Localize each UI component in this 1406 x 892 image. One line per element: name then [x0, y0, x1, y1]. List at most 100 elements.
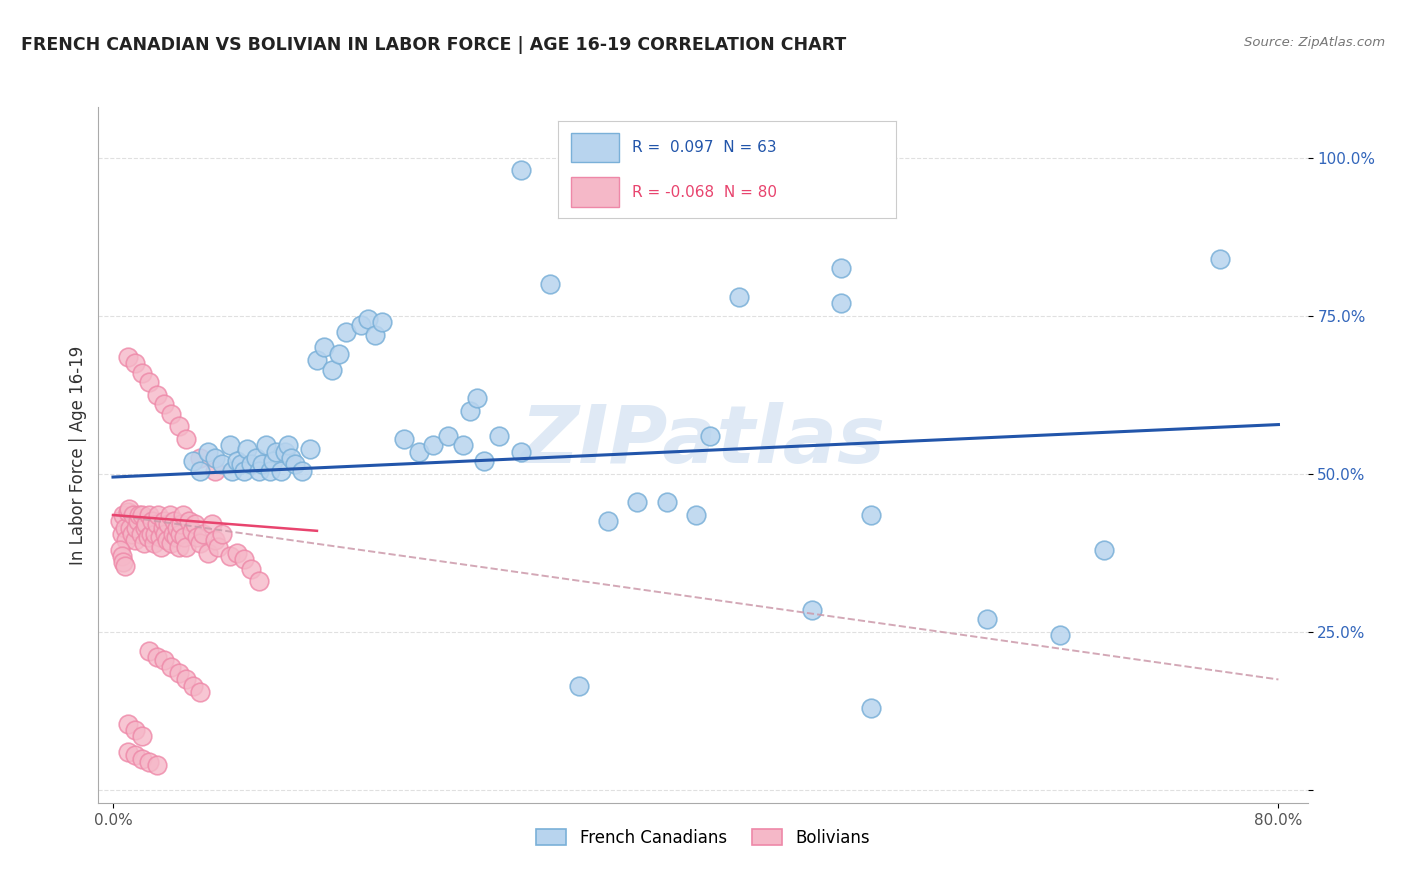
Point — [112, 556, 135, 570]
Point — [314, 340, 336, 354]
Point — [277, 438, 299, 452]
Point — [167, 419, 190, 434]
Text: FRENCH CANADIAN VS BOLIVIAN IN LABOR FORCE | AGE 16-19 CORRELATION CHART: FRENCH CANADIAN VS BOLIVIAN IN LABOR FOR… — [21, 36, 846, 54]
Point — [156, 533, 179, 548]
Point — [190, 464, 212, 478]
Point — [112, 508, 135, 522]
Point — [160, 536, 183, 550]
Point — [371, 315, 394, 329]
Point — [240, 562, 263, 576]
Point — [254, 438, 277, 452]
Point — [177, 514, 200, 528]
Point — [155, 527, 177, 541]
Text: ZIPatlas: ZIPatlas — [520, 402, 886, 480]
Point — [165, 530, 187, 544]
Point — [350, 318, 373, 333]
Point — [121, 527, 143, 541]
Point — [394, 432, 416, 446]
Point — [186, 530, 208, 544]
Point — [152, 521, 174, 535]
Point — [111, 549, 134, 563]
Point — [117, 505, 139, 519]
Point — [159, 508, 181, 522]
Point — [190, 536, 212, 550]
Point — [142, 536, 165, 550]
Point — [451, 438, 474, 452]
Point — [180, 524, 202, 538]
Point — [125, 521, 148, 535]
Point — [270, 464, 292, 478]
Y-axis label: In Labor Force | Age 16-19: In Labor Force | Age 16-19 — [69, 345, 87, 565]
Point — [160, 407, 183, 421]
Point — [240, 458, 263, 472]
Point — [122, 508, 145, 522]
Point — [728, 290, 751, 304]
Point — [167, 666, 190, 681]
Point — [236, 442, 259, 456]
Point — [114, 521, 136, 535]
Point — [305, 353, 328, 368]
Point — [136, 530, 159, 544]
Point — [259, 464, 281, 478]
Point — [117, 350, 139, 364]
Point — [170, 517, 193, 532]
Point — [132, 536, 155, 550]
Point — [699, 429, 721, 443]
Point — [190, 451, 212, 466]
Point — [131, 751, 153, 765]
Point — [262, 454, 284, 468]
Point — [274, 444, 297, 458]
Point — [225, 546, 247, 560]
Point — [110, 542, 132, 557]
Point — [291, 464, 314, 478]
Point — [157, 517, 180, 532]
Point — [211, 458, 233, 472]
Point — [465, 391, 488, 405]
Point — [1092, 542, 1115, 557]
Point — [114, 558, 136, 573]
Point — [335, 325, 357, 339]
Point — [145, 517, 167, 532]
Point — [183, 517, 205, 532]
Point — [247, 464, 270, 478]
Point — [231, 458, 253, 472]
Point — [138, 508, 160, 522]
Point — [117, 716, 139, 731]
Point — [197, 546, 219, 560]
Point — [250, 458, 273, 472]
Point — [149, 530, 172, 544]
Point — [1049, 628, 1071, 642]
Point — [174, 540, 197, 554]
Point — [509, 444, 531, 458]
Point — [201, 517, 224, 532]
Point — [153, 653, 176, 667]
Point — [321, 362, 343, 376]
Point — [174, 673, 197, 687]
Point — [145, 650, 167, 665]
Point — [135, 517, 157, 532]
Point — [422, 438, 444, 452]
Point — [357, 312, 380, 326]
Point — [139, 527, 162, 541]
Point — [204, 451, 226, 466]
Point — [129, 527, 152, 541]
Point — [408, 444, 430, 458]
Point — [173, 530, 195, 544]
Point — [685, 508, 707, 522]
Point — [120, 521, 142, 535]
Point — [280, 451, 302, 466]
Point — [193, 527, 215, 541]
Point — [298, 442, 321, 456]
Point — [124, 533, 146, 548]
Point — [218, 438, 240, 452]
Point — [830, 296, 852, 310]
Point — [1209, 252, 1232, 266]
Point — [145, 388, 167, 402]
Point — [153, 514, 176, 528]
Point — [181, 454, 204, 468]
Point — [859, 508, 882, 522]
Point — [190, 685, 212, 699]
Point — [830, 261, 852, 276]
Point — [131, 366, 153, 380]
Point — [141, 514, 163, 528]
